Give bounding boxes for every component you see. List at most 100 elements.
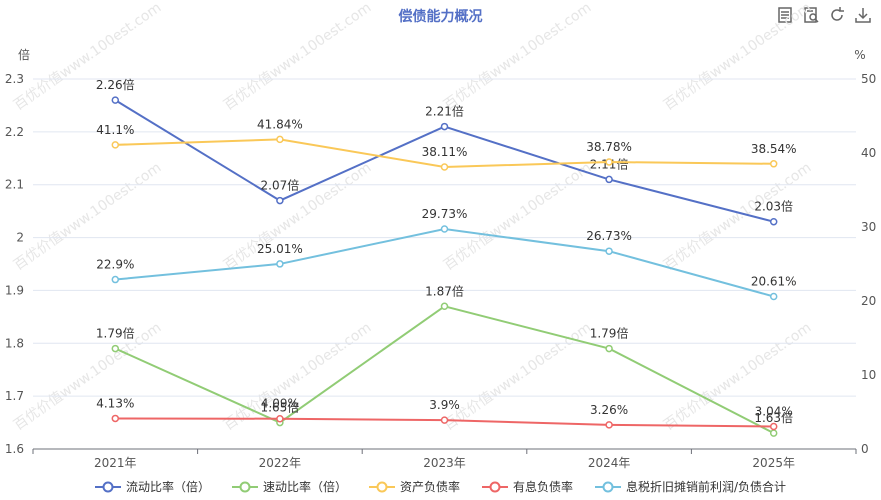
data-label: 4.09% bbox=[261, 397, 299, 411]
legend-item[interactable]: 速动比率（倍） bbox=[231, 478, 347, 495]
legend-marker-icon bbox=[94, 481, 121, 492]
data-label: 3.26% bbox=[590, 403, 628, 417]
data-label: 2.26倍 bbox=[96, 77, 135, 92]
y-left-tick-label: 2.2 bbox=[5, 125, 24, 139]
legend-label: 有息负债率 bbox=[512, 480, 573, 494]
watermark-text: 百优价值www.100est.com bbox=[441, 0, 594, 114]
data-label: 38.54% bbox=[751, 142, 797, 156]
data-point bbox=[605, 158, 613, 166]
data-point bbox=[605, 344, 613, 353]
data-label: 3.9% bbox=[429, 398, 460, 412]
data-point bbox=[276, 414, 284, 423]
report-icon[interactable] bbox=[801, 5, 821, 25]
x-tick-label: 2024年 bbox=[588, 456, 631, 470]
data-point bbox=[111, 141, 120, 149]
legend-item[interactable]: 有息负债率 bbox=[481, 478, 573, 495]
watermark-text: 百优价值www.100est.com bbox=[11, 0, 164, 114]
data-view-icon[interactable] bbox=[775, 5, 795, 25]
data-point bbox=[769, 217, 778, 226]
data-label: 25.01% bbox=[257, 242, 303, 256]
data-label: 2.03倍 bbox=[754, 199, 793, 214]
data-point bbox=[276, 196, 284, 205]
data-point bbox=[276, 135, 284, 144]
legend-item[interactable]: 资产负债率 bbox=[368, 478, 460, 495]
x-tick-label: 2025年 bbox=[752, 456, 795, 470]
y-right-tick-label: 40 bbox=[861, 146, 876, 160]
y-left-tick-label: 2 bbox=[16, 231, 24, 245]
data-label: 20.61% bbox=[751, 274, 797, 288]
watermark-text: 百优价值www.100est.com bbox=[221, 0, 374, 114]
data-point bbox=[769, 292, 778, 301]
data-label: 41.84% bbox=[257, 117, 303, 131]
data-point bbox=[111, 96, 120, 104]
watermark-text: 百优价值www.100est.com bbox=[11, 320, 164, 434]
legend-marker-icon bbox=[595, 481, 621, 492]
legend-marker-icon bbox=[231, 481, 258, 492]
legend-item[interactable]: 息税折旧摊销前利润/负债合计 bbox=[595, 478, 786, 495]
legend-marker-icon bbox=[368, 481, 395, 492]
data-point bbox=[605, 175, 613, 184]
legend: 流动比率（倍） 速动比率（倍） 资产负债率 有息负债率 息税折旧摊销前利润/负债合计 bbox=[0, 478, 881, 495]
watermark-text: 百优价值www.100est.com bbox=[661, 160, 814, 274]
data-point bbox=[769, 429, 778, 437]
chart-title: 偿债能力概况 bbox=[398, 9, 483, 25]
data-label: 1.79倍 bbox=[590, 326, 629, 341]
x-tick-label: 2021年 bbox=[94, 456, 137, 470]
y-left-tick-label: 1.7 bbox=[5, 389, 24, 403]
data-label: 3.04% bbox=[755, 405, 793, 419]
download-icon[interactable] bbox=[853, 5, 873, 25]
data-point bbox=[111, 344, 120, 353]
data-point bbox=[276, 260, 284, 268]
data-point bbox=[605, 421, 613, 429]
legend-label: 息税折旧摊销前利润/负债合计 bbox=[626, 480, 787, 494]
data-label: 41.1% bbox=[96, 123, 134, 137]
legend-label: 速动比率（倍） bbox=[262, 480, 347, 494]
legend-marker-icon bbox=[481, 481, 508, 492]
data-point bbox=[769, 160, 778, 168]
data-label: 4.13% bbox=[96, 396, 134, 410]
chart-toolbar bbox=[775, 5, 873, 25]
y-right-tick-label: 0 bbox=[861, 442, 869, 456]
data-label: 26.73% bbox=[586, 229, 632, 243]
data-label: 1.63倍 bbox=[754, 410, 793, 425]
y-left-tick-label: 1.8 bbox=[5, 336, 24, 350]
y-right-tick-label: 10 bbox=[861, 368, 876, 382]
y-left-tick-label: 1.9 bbox=[5, 283, 24, 297]
data-point bbox=[769, 422, 778, 431]
watermark-text: 百优价值www.100est.com bbox=[11, 160, 164, 274]
legend-label: 流动比率（倍） bbox=[125, 480, 210, 494]
y-left-tick-label: 2.3 bbox=[5, 72, 24, 86]
data-label: 29.73% bbox=[422, 207, 468, 221]
y-right-tick-label: 20 bbox=[861, 294, 876, 308]
y-right-unit: % bbox=[854, 48, 865, 62]
legend-item[interactable]: 流动比率（倍） bbox=[94, 478, 210, 495]
y-right-tick-label: 30 bbox=[861, 220, 876, 234]
x-tick-label: 2022年 bbox=[259, 456, 302, 470]
y-left-tick-label: 2.1 bbox=[5, 178, 24, 192]
data-label: 1.79倍 bbox=[96, 326, 135, 341]
data-point bbox=[111, 414, 120, 423]
watermark-text: 百优价值www.100est.com bbox=[441, 320, 594, 434]
legend-label: 资产负债率 bbox=[399, 480, 460, 494]
data-point bbox=[111, 275, 120, 284]
data-label: 1.65倍 bbox=[261, 400, 300, 415]
data-point bbox=[440, 225, 449, 233]
watermark-text: 百优价值www.100est.com bbox=[221, 320, 374, 434]
data-label: 2.07倍 bbox=[261, 178, 300, 193]
data-label: 2.21倍 bbox=[425, 104, 464, 119]
y-right-tick-label: 50 bbox=[861, 72, 876, 86]
data-point bbox=[440, 122, 449, 131]
data-point bbox=[440, 163, 449, 171]
data-label: 38.11% bbox=[422, 145, 468, 159]
data-point bbox=[440, 416, 449, 424]
data-label: 22.9% bbox=[96, 258, 134, 272]
x-tick-label: 2023年 bbox=[423, 456, 466, 470]
data-label: 1.87倍 bbox=[425, 283, 464, 298]
watermark-text: 百优价值www.100est.com bbox=[221, 160, 374, 274]
refresh-icon[interactable] bbox=[827, 5, 847, 25]
data-point bbox=[605, 247, 613, 255]
watermark-text: 百优价值www.100est.com bbox=[661, 0, 814, 114]
data-label: 38.78% bbox=[586, 140, 632, 154]
y-left-unit: 倍 bbox=[18, 47, 30, 62]
y-left-tick-label: 1.6 bbox=[5, 442, 24, 456]
